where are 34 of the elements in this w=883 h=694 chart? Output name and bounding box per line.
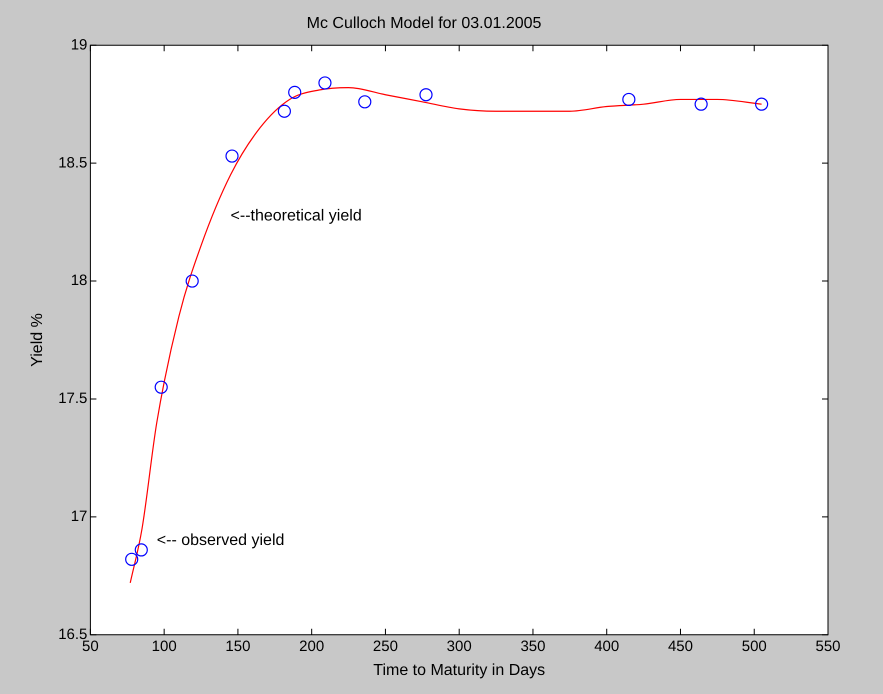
point [134,543,148,556]
annotation: <--theoretical yield [230,208,362,225]
y-tick-label: 17 [70,508,88,526]
x-tick-label: 450 [668,638,693,655]
point [225,149,239,163]
x-tick-label: 100 [152,638,177,655]
point [419,88,433,102]
y-tick-label: 17.5 [58,390,88,408]
point [694,98,708,111]
x-axis-title: Time to Maturity in Days [373,662,546,679]
chart-title: Mc Culloch Model for 03.01.2005 [306,15,542,32]
y-tick-label: 18.5 [58,154,88,172]
x-tick-label: 150 [225,638,250,655]
x-tick-label: 250 [372,638,398,655]
y-tick-label: 19 [70,36,88,54]
x-tick-label: 50 [82,638,99,655]
x-tick-label: 550 [815,638,841,655]
point [358,95,372,108]
y-tick-label: 18 [70,272,88,290]
x-tick-label: 350 [520,638,546,655]
x-tick-label: 300 [446,638,472,655]
point [278,104,291,118]
point [154,380,168,394]
x-tick-label: 200 [299,638,324,655]
y-axis-title: Yield % [29,313,46,367]
point [622,92,636,106]
annotation: <-- observed yield [156,532,284,549]
x-tick-label: 500 [742,638,767,655]
point [125,552,138,566]
point [318,76,332,90]
point [755,98,768,111]
point [186,274,199,288]
point [288,86,302,99]
x-tick-label: 400 [594,638,620,655]
